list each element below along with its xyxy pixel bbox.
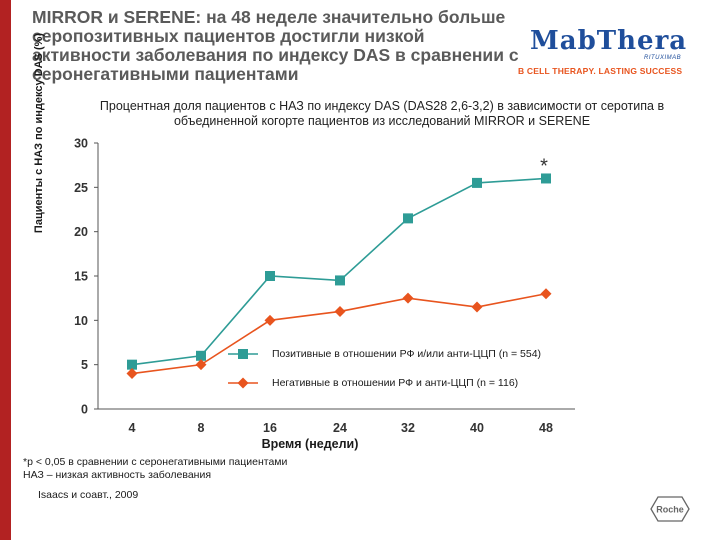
- x-tick-label: 32: [401, 421, 415, 435]
- data-point-positive: [403, 213, 413, 224]
- legend-marker-negative: [237, 377, 249, 389]
- data-point-positive: [472, 177, 482, 188]
- y-tick-label: 0: [81, 403, 88, 417]
- x-axis-label: Время (недели): [261, 437, 359, 451]
- x-tick-label: 4: [129, 421, 136, 435]
- x-tick-label: 24: [333, 421, 347, 435]
- data-point-positive: [127, 359, 137, 370]
- x-tick-label: 16: [263, 421, 277, 435]
- y-tick-label: 20: [74, 225, 88, 239]
- legend-marker-positive: [238, 349, 248, 359]
- data-point-positive: [541, 173, 551, 184]
- data-point-positive: [335, 275, 345, 286]
- series-line-positive: [131, 177, 547, 366]
- logo-brand: MabThera: [530, 26, 688, 56]
- y-tick-label: 25: [74, 181, 88, 195]
- x-tick-label: 8: [198, 421, 205, 435]
- y-tick-label: 15: [74, 270, 88, 284]
- legend-label-negative: Негативные в отношении РФ и анти-ЦЦП (n …: [272, 377, 519, 389]
- roche-logo: Roche: [650, 496, 690, 522]
- data-point-negative: [195, 359, 207, 371]
- data-point-negative: [334, 305, 346, 317]
- data-point-negative: [126, 368, 138, 380]
- data-point-positive: [265, 271, 275, 281]
- data-point-positive: [196, 350, 206, 361]
- series-line-negative: [131, 292, 547, 375]
- footnote-source: Isaacs и соавт., 2009: [38, 489, 139, 501]
- mabthera-logo: MabThera RITUXIMAB B CELL THERAPY. LASTI…: [516, 26, 696, 78]
- y-tick-label: 30: [74, 137, 88, 151]
- data-point-negative: [264, 314, 276, 326]
- footnote-abbreviation: НАЗ – низкая активность заболевания: [23, 469, 212, 481]
- data-point-negative: [402, 292, 414, 304]
- logo-tagline: B CELL THERAPY. LASTING SUCCESS: [518, 66, 683, 76]
- significance-asterisk: *: [540, 155, 548, 177]
- logo-sub: RITUXIMAB: [644, 55, 682, 61]
- left-accent-bar: [0, 0, 11, 540]
- x-tick-label: 48: [539, 421, 553, 435]
- x-tick-label: 40: [470, 421, 484, 435]
- chart-title: Процентная доля пациентов с НАЗ по индек…: [99, 99, 665, 128]
- data-point-negative: [471, 301, 483, 313]
- y-tick-label: 5: [81, 358, 88, 372]
- legend-label-positive: Позитивные в отношении РФ и/или анти-ЦЦП…: [272, 348, 542, 360]
- y-tick-label: 10: [74, 314, 88, 328]
- slide-title: MIRROR и SERENE: на 48 неделе значительн…: [32, 7, 519, 84]
- data-point-negative: [540, 288, 552, 300]
- footnote-significance: *p < 0,05 в сравнении с серонегативными …: [23, 456, 288, 468]
- roche-logo-text: Roche: [656, 505, 684, 515]
